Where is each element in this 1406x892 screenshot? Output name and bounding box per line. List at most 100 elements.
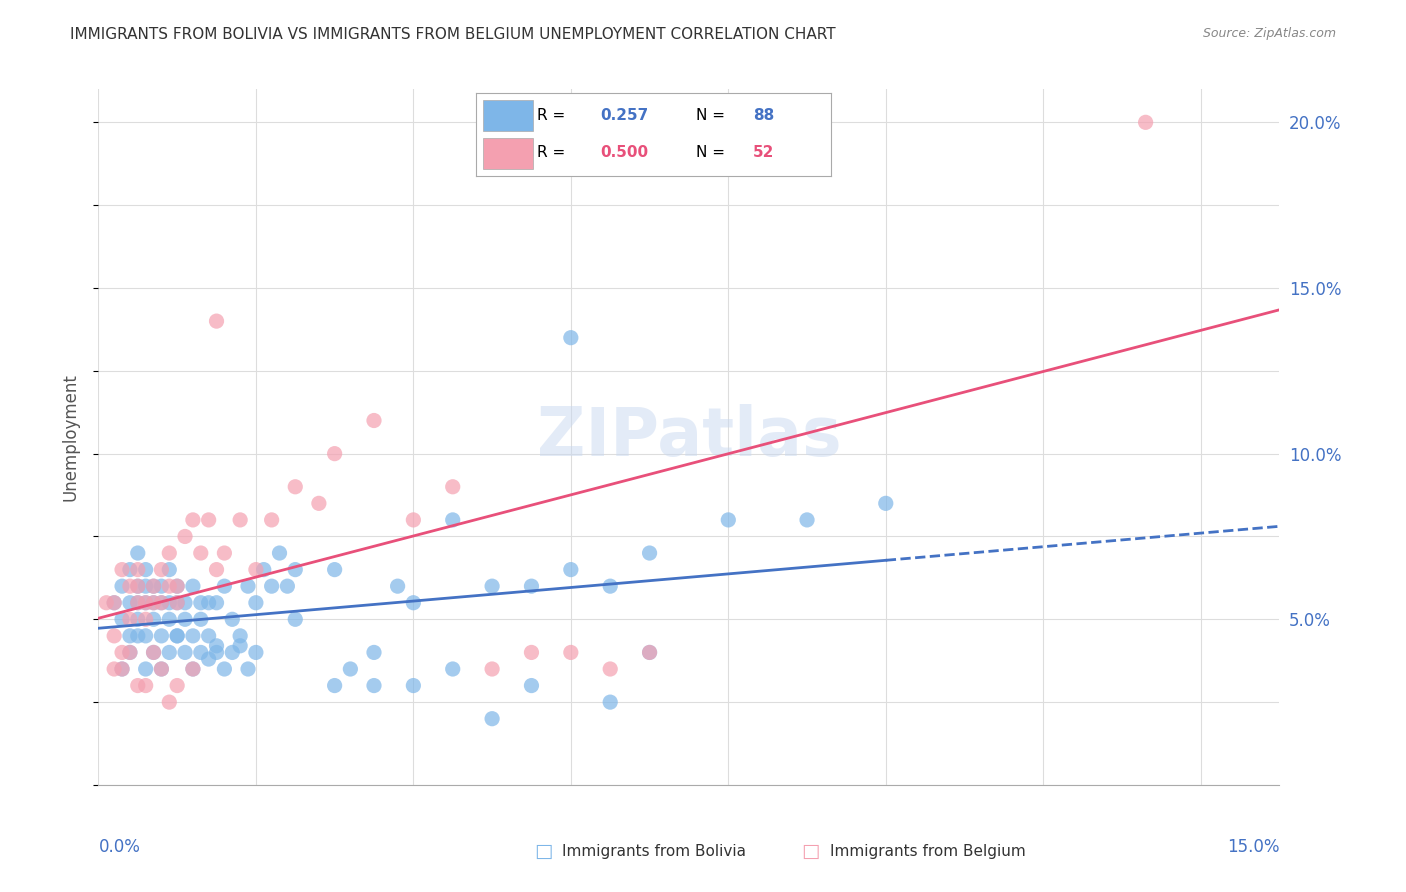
Immigrants from Bolivia bbox=[135, 579, 157, 593]
Immigrants from Bolivia bbox=[181, 629, 204, 643]
Immigrants from Belgium bbox=[118, 612, 141, 626]
Immigrants from Bolivia bbox=[214, 662, 236, 676]
Immigrants from Belgium bbox=[174, 529, 197, 543]
Immigrants from Belgium bbox=[181, 513, 204, 527]
Immigrants from Bolivia bbox=[560, 563, 582, 577]
Immigrants from Belgium bbox=[142, 596, 165, 610]
Immigrants from Belgium bbox=[118, 579, 141, 593]
Immigrants from Belgium bbox=[142, 645, 165, 659]
Immigrants from Bolivia bbox=[142, 612, 165, 626]
Immigrants from Bolivia bbox=[111, 612, 134, 626]
Immigrants from Belgium bbox=[135, 679, 157, 693]
Immigrants from Belgium bbox=[127, 579, 149, 593]
Immigrants from Bolivia bbox=[174, 612, 197, 626]
Immigrants from Bolivia bbox=[135, 596, 157, 610]
Immigrants from Belgium bbox=[96, 596, 118, 610]
Immigrants from Belgium bbox=[284, 480, 307, 494]
Immigrants from Bolivia bbox=[245, 596, 267, 610]
Immigrants from Belgium bbox=[111, 563, 134, 577]
Immigrants from Belgium bbox=[127, 596, 149, 610]
Immigrants from Bolivia bbox=[150, 662, 173, 676]
Immigrants from Bolivia bbox=[339, 662, 361, 676]
Immigrants from Belgium bbox=[205, 314, 228, 328]
Immigrants from Bolivia bbox=[166, 629, 188, 643]
Immigrants from Bolivia bbox=[236, 579, 259, 593]
Immigrants from Belgium bbox=[135, 612, 157, 626]
Immigrants from Belgium bbox=[308, 496, 330, 510]
Immigrants from Belgium bbox=[127, 679, 149, 693]
Immigrants from Bolivia bbox=[520, 579, 543, 593]
Text: Immigrants from Belgium: Immigrants from Belgium bbox=[830, 845, 1025, 859]
Immigrants from Bolivia bbox=[197, 652, 219, 666]
Immigrants from Bolivia bbox=[142, 596, 165, 610]
Immigrants from Bolivia bbox=[135, 629, 157, 643]
Immigrants from Bolivia bbox=[481, 712, 503, 726]
Immigrants from Belgium bbox=[229, 513, 252, 527]
Text: 0.257: 0.257 bbox=[600, 108, 648, 123]
Immigrants from Bolivia bbox=[118, 645, 141, 659]
Immigrants from Bolivia bbox=[197, 629, 219, 643]
Text: N =: N = bbox=[696, 108, 730, 123]
Text: 52: 52 bbox=[752, 145, 775, 161]
Immigrants from Belgium bbox=[323, 447, 346, 461]
Immigrants from Bolivia bbox=[441, 662, 464, 676]
Immigrants from Bolivia bbox=[127, 579, 149, 593]
Immigrants from Bolivia bbox=[150, 579, 173, 593]
Immigrants from Bolivia bbox=[150, 629, 173, 643]
Y-axis label: Unemployment: Unemployment bbox=[62, 373, 80, 501]
Immigrants from Belgium bbox=[402, 513, 425, 527]
Immigrants from Bolivia bbox=[599, 579, 621, 593]
Immigrants from Bolivia bbox=[481, 579, 503, 593]
Immigrants from Bolivia bbox=[520, 679, 543, 693]
Text: R =: R = bbox=[537, 108, 569, 123]
Immigrants from Bolivia bbox=[142, 645, 165, 659]
Immigrants from Belgium bbox=[157, 579, 180, 593]
Immigrants from Bolivia bbox=[363, 679, 385, 693]
Immigrants from Belgium bbox=[142, 579, 165, 593]
Immigrants from Bolivia bbox=[205, 645, 228, 659]
Immigrants from Belgium bbox=[599, 662, 621, 676]
Immigrants from Belgium bbox=[166, 596, 188, 610]
Immigrants from Bolivia bbox=[111, 579, 134, 593]
Immigrants from Bolivia bbox=[166, 629, 188, 643]
Immigrants from Bolivia bbox=[190, 612, 212, 626]
Immigrants from Belgium bbox=[245, 563, 267, 577]
Immigrants from Bolivia bbox=[135, 563, 157, 577]
Immigrants from Bolivia bbox=[174, 596, 197, 610]
Immigrants from Bolivia bbox=[284, 563, 307, 577]
Immigrants from Bolivia bbox=[190, 645, 212, 659]
Immigrants from Belgium bbox=[150, 563, 173, 577]
Immigrants from Bolivia bbox=[229, 629, 252, 643]
Immigrants from Belgium bbox=[157, 546, 180, 560]
Immigrants from Bolivia bbox=[221, 612, 243, 626]
Immigrants from Bolivia bbox=[638, 546, 661, 560]
Immigrants from Belgium bbox=[135, 596, 157, 610]
Immigrants from Bolivia bbox=[181, 579, 204, 593]
Immigrants from Belgium bbox=[166, 679, 188, 693]
Immigrants from Bolivia bbox=[402, 679, 425, 693]
Immigrants from Bolivia bbox=[363, 645, 385, 659]
Immigrants from Bolivia bbox=[118, 629, 141, 643]
Text: □: □ bbox=[534, 842, 553, 862]
Immigrants from Bolivia bbox=[260, 579, 283, 593]
Immigrants from Bolivia bbox=[118, 563, 141, 577]
Immigrants from Bolivia bbox=[323, 679, 346, 693]
Immigrants from Bolivia bbox=[875, 496, 897, 510]
Immigrants from Bolivia bbox=[157, 563, 180, 577]
Immigrants from Belgium bbox=[441, 480, 464, 494]
Text: IMMIGRANTS FROM BOLIVIA VS IMMIGRANTS FROM BELGIUM UNEMPLOYMENT CORRELATION CHAR: IMMIGRANTS FROM BOLIVIA VS IMMIGRANTS FR… bbox=[70, 27, 837, 42]
Immigrants from Bolivia bbox=[150, 596, 173, 610]
Immigrants from Belgium bbox=[363, 413, 385, 427]
Immigrants from Belgium bbox=[1135, 115, 1157, 129]
Immigrants from Belgium bbox=[181, 662, 204, 676]
Immigrants from Bolivia bbox=[157, 596, 180, 610]
Immigrants from Bolivia bbox=[157, 612, 180, 626]
Immigrants from Belgium bbox=[197, 513, 219, 527]
Immigrants from Bolivia bbox=[441, 513, 464, 527]
Immigrants from Bolivia bbox=[205, 639, 228, 653]
Immigrants from Bolivia bbox=[717, 513, 740, 527]
Immigrants from Bolivia bbox=[190, 596, 212, 610]
Immigrants from Bolivia bbox=[221, 645, 243, 659]
Immigrants from Bolivia bbox=[253, 563, 276, 577]
Immigrants from Bolivia bbox=[323, 563, 346, 577]
